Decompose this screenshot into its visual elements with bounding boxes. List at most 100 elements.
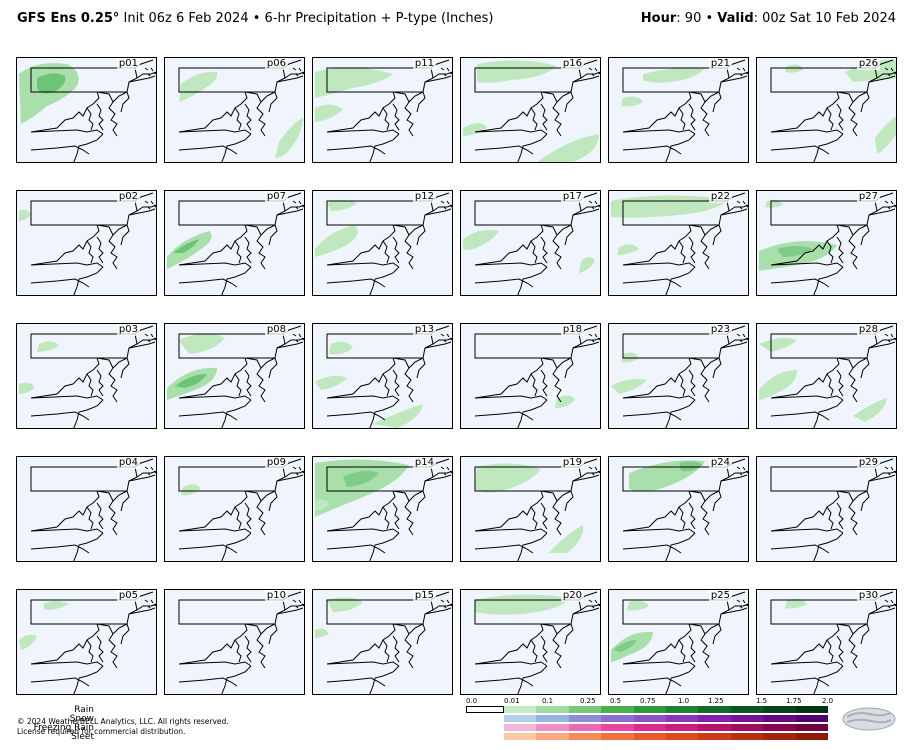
legend-swatch: [763, 724, 796, 731]
member-label: p25: [708, 590, 732, 602]
member-label: p17: [560, 191, 584, 203]
ensemble-panel-p09: p09: [164, 456, 305, 562]
precip-map: [611, 192, 748, 295]
legend-swatch: [698, 715, 731, 722]
member-label: p15: [412, 590, 436, 602]
member-label: p21: [708, 58, 732, 70]
ensemble-panel-p15: p15: [312, 589, 453, 695]
legend-swatch: [568, 724, 602, 731]
ensemble-panel-p29: p29: [756, 456, 897, 562]
legend-swatch: [666, 733, 699, 740]
legend-swatch: [568, 733, 602, 740]
member-label: p29: [856, 457, 880, 469]
precip-map: [315, 192, 452, 295]
member-label: p14: [412, 457, 436, 469]
ensemble-panel-p06: p06: [164, 57, 305, 163]
valid-value: : 00z Sat 10 Feb 2024: [753, 11, 896, 26]
legend-swatch: [795, 724, 829, 731]
legend-swatch: [730, 706, 764, 713]
legend-swatch: [601, 715, 634, 722]
precip-map: [315, 325, 452, 428]
ensemble-panel-p17: p17: [460, 190, 601, 296]
legend-swatch: [601, 724, 634, 731]
legend-swatch: [536, 733, 569, 740]
precip-map: [178, 59, 304, 162]
ensemble-panel-p21: p21: [608, 57, 749, 163]
member-label: p26: [856, 58, 880, 70]
precip-map: [178, 591, 304, 694]
degree-symbol: °: [112, 11, 120, 26]
valid-label: Valid: [717, 11, 754, 26]
product-name: 6-hr Precipitation + P-type (Inches): [264, 11, 494, 26]
legend-swatch: [763, 733, 796, 740]
ensemble-panel-p07: p07: [164, 190, 305, 296]
legend-swatch: [730, 724, 764, 731]
ensemble-panel-p25: p25: [608, 589, 749, 695]
legend-row-label: Sleet: [71, 732, 94, 742]
legend-swatch: [666, 724, 699, 731]
precip-map: [178, 458, 304, 561]
ensemble-panel-p30: p30: [756, 589, 897, 695]
ensemble-panel-p13: p13: [312, 323, 453, 429]
legend-tick: 1.75: [786, 697, 802, 705]
legend-row-label: Freezing Rain: [33, 723, 94, 733]
separator: •: [248, 11, 265, 26]
legend-swatch: [601, 733, 634, 740]
legend-swatch-row: [504, 733, 829, 740]
legend-tick: 1.25: [708, 697, 724, 705]
legend-swatch: [666, 715, 699, 722]
legend-row-label: Rain: [74, 705, 94, 715]
legend-swatch: [504, 715, 537, 722]
ensemble-panel-p10: p10: [164, 589, 305, 695]
init-time: Init 06z 6 Feb 2024: [119, 11, 249, 26]
legend-swatch: [763, 715, 796, 722]
member-label: p30: [856, 590, 880, 602]
ensemble-panel-p03: p03: [16, 323, 157, 429]
ensemble-panel-p18: p18: [460, 323, 601, 429]
legend-tick: 0.75: [640, 697, 656, 705]
ensemble-panel-p08: p08: [164, 323, 305, 429]
member-label: p28: [856, 324, 880, 336]
precip-map: [167, 325, 304, 428]
legend-swatch: [504, 724, 537, 731]
ensemble-panel-p19: p19: [460, 456, 601, 562]
precip-map: [611, 325, 748, 428]
ensemble-panel-p24: p24: [608, 456, 749, 562]
member-label: p07: [264, 191, 288, 203]
legend-swatch: [698, 724, 731, 731]
legend-tick: 2.0: [822, 697, 834, 705]
member-label: p04: [116, 457, 140, 469]
member-label: p09: [264, 457, 288, 469]
precip-map: [611, 591, 748, 694]
legend-swatch: [666, 706, 699, 713]
legend-swatch: [633, 706, 667, 713]
ensemble-panel-p26: p26: [756, 57, 897, 163]
legend-swatch: [763, 706, 796, 713]
member-label: p22: [708, 191, 732, 203]
legend-swatch: [568, 715, 602, 722]
legend-tick: 1.5: [756, 697, 768, 705]
ensemble-panel-grid: p01 p06 p11 p16 p21: [16, 57, 897, 695]
member-label: p03: [116, 324, 140, 336]
precip-map: [30, 458, 156, 561]
ensemble-panel-p28: p28: [756, 323, 897, 429]
legend-swatch: [795, 733, 829, 740]
copyright-footer: © 2024 WeatherBELL Analytics, LLC. All r…: [17, 717, 229, 737]
member-label: p11: [412, 58, 436, 70]
legend-tick: 1.0: [678, 697, 690, 705]
legend-tick: 0.25: [580, 697, 596, 705]
legend-swatch: [698, 733, 731, 740]
legend-swatch: [536, 715, 569, 722]
legend-swatch: [730, 715, 764, 722]
legend-swatch: [795, 706, 829, 713]
precip-map: [167, 192, 304, 295]
precip-map: [474, 458, 600, 561]
weatherbell-logo: [841, 705, 897, 733]
precip-map: [315, 458, 452, 561]
legend-swatch: [730, 733, 764, 740]
legend-swatch: [698, 706, 731, 713]
member-label: p20: [560, 590, 584, 602]
legend-swatch: [536, 724, 569, 731]
legend-swatch: [601, 706, 634, 713]
legend-row-label: Snow: [69, 714, 94, 724]
